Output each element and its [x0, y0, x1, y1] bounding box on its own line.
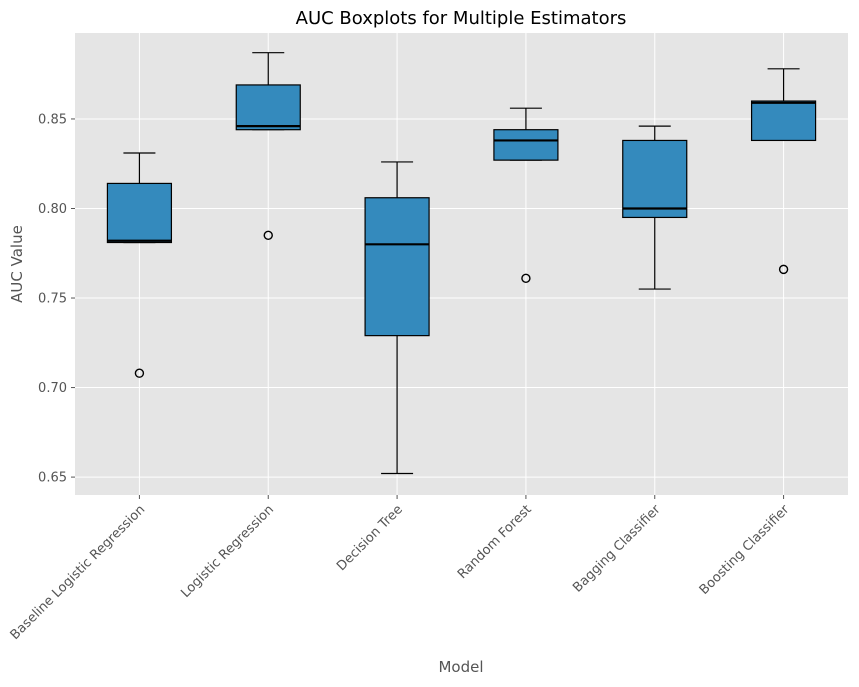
chart-title: AUC Boxplots for Multiple Estimators — [296, 8, 627, 29]
y-tick-label: 0.75 — [38, 292, 67, 307]
plot-area — [75, 33, 848, 495]
boxes-group — [106, 52, 817, 475]
y-tick-label: 0.85 — [38, 112, 67, 127]
y-tick-label: 0.80 — [38, 202, 67, 217]
iqr-box — [364, 197, 430, 337]
iqr-box — [750, 100, 817, 142]
y-axis-ticks: 0.65 0.70 0.75 0.80 0.85 — [38, 112, 75, 486]
iqr-box — [493, 129, 559, 161]
iqr-box — [106, 182, 173, 244]
box-1 — [235, 52, 301, 241]
box-5 — [750, 68, 817, 275]
outlier-point — [521, 273, 531, 284]
box-2 — [364, 161, 430, 475]
box-4 — [622, 125, 688, 290]
x-axis-label: Model — [438, 658, 483, 676]
iqr-box — [235, 84, 301, 131]
outlier-point — [134, 368, 145, 378]
outlier-point — [778, 264, 789, 275]
y-axis-label: AUC Value — [8, 225, 26, 303]
y-tick-label: 0.65 — [38, 471, 67, 486]
box-0 — [106, 152, 173, 378]
iqr-box — [622, 139, 688, 219]
outlier-point — [263, 230, 273, 241]
box-3 — [493, 107, 559, 284]
y-tick-label: 0.70 — [38, 381, 67, 396]
